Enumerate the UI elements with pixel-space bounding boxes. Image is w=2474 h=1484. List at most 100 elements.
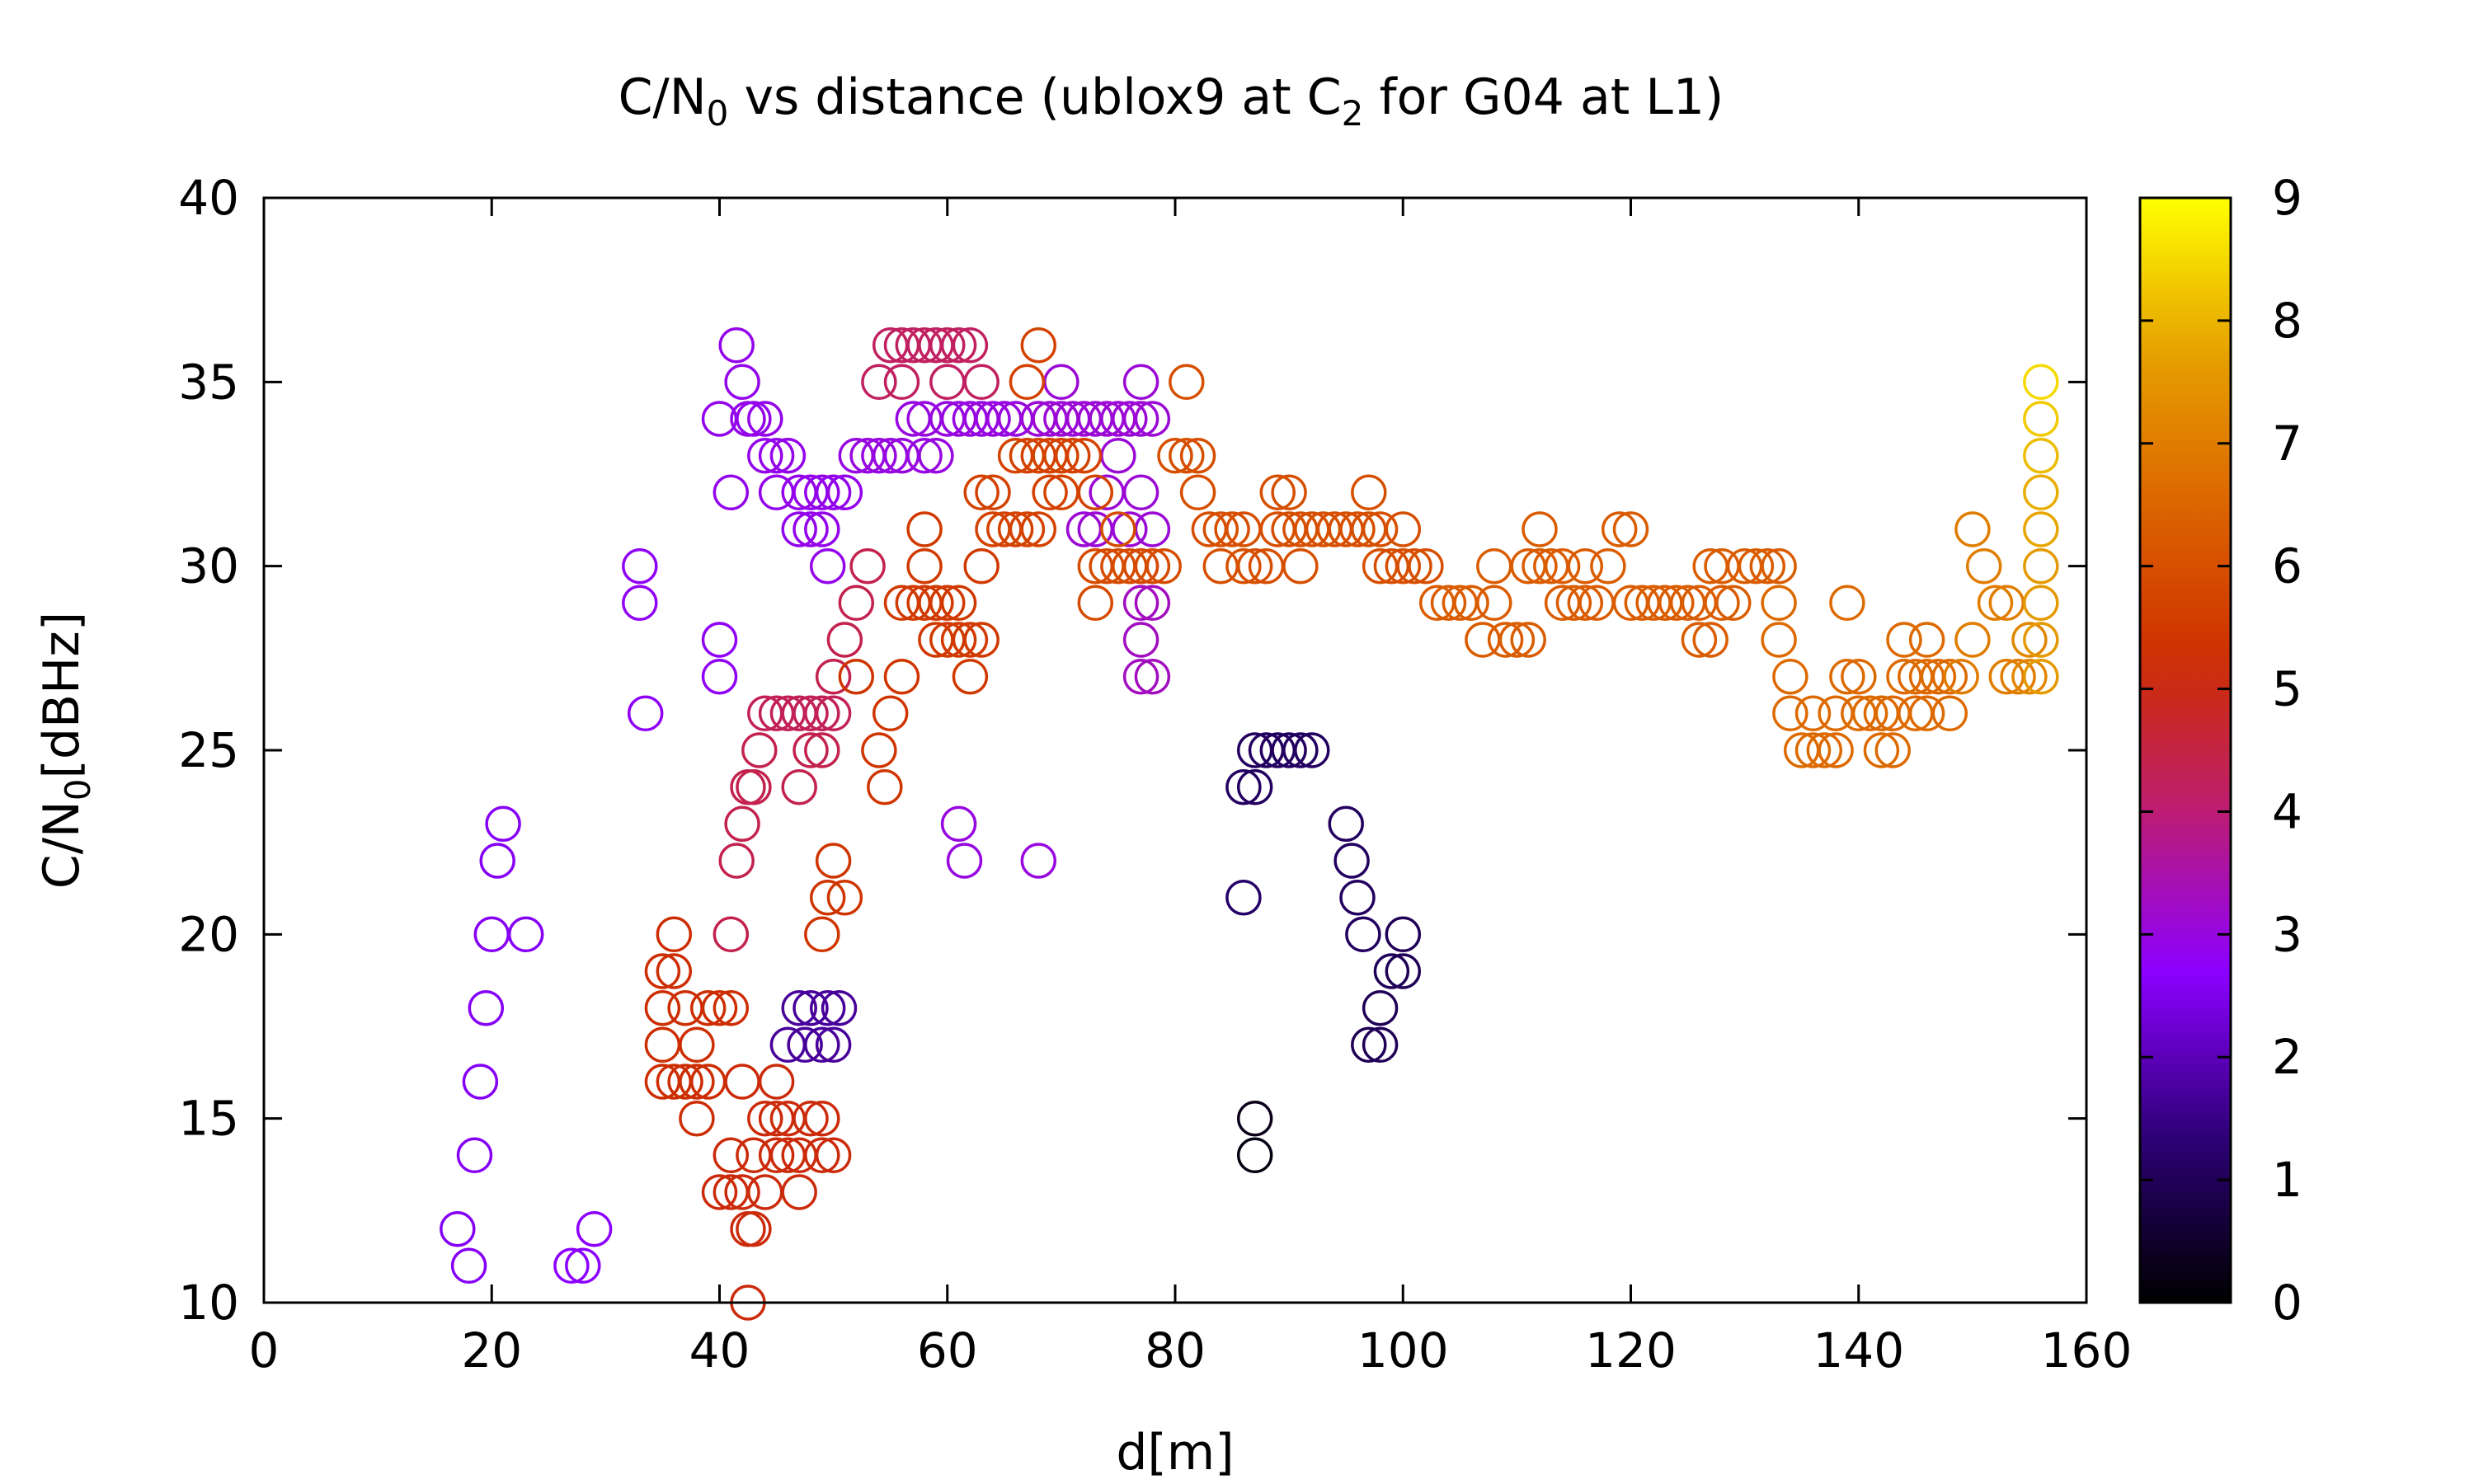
data-point [1761, 585, 1797, 622]
data-point [1294, 732, 1330, 768]
data-point [1794, 732, 1832, 768]
data-point [963, 622, 999, 658]
data-point [815, 474, 852, 511]
data-point [809, 547, 846, 585]
x-axis-label: d[m] [1116, 1424, 1234, 1482]
x-tick-label: 140 [1813, 1322, 1904, 1378]
data-point [627, 695, 664, 732]
data-point [656, 953, 693, 989]
data-point [1408, 547, 1444, 585]
data-point [1351, 474, 1387, 511]
data-point [1122, 364, 1159, 401]
data-point [929, 326, 966, 364]
data-point [718, 843, 755, 879]
data-point [718, 326, 755, 364]
data-point [701, 1174, 738, 1210]
data-point [918, 585, 954, 622]
data-point [2023, 622, 2059, 658]
data-point [736, 768, 772, 805]
data-point [1886, 622, 1922, 658]
data-point [1931, 695, 1968, 732]
data-point [997, 511, 1034, 547]
data-point [906, 511, 943, 547]
colorbar-tick-label: 4 [2272, 783, 2302, 839]
title-subscript: 0 [707, 93, 729, 134]
data-point [1043, 437, 1079, 474]
data-point [1032, 474, 1068, 511]
x-tick-label: 0 [249, 1322, 280, 1378]
data-point [838, 585, 875, 622]
data-point [1385, 547, 1422, 585]
y-axis-label: C/N0[dBHz] [33, 612, 98, 889]
data-point [872, 695, 909, 732]
colorbar-tick-label: 0 [2272, 1275, 2302, 1331]
data-point [1134, 511, 1171, 547]
data-point [1954, 622, 1991, 658]
data-point [758, 1137, 795, 1174]
data-point [906, 547, 943, 585]
data-point [1920, 658, 1957, 695]
data-point [2011, 658, 2048, 695]
data-point [1345, 916, 1381, 953]
data-point [1908, 622, 1945, 658]
y-tick-label: 30 [178, 538, 239, 594]
data-point [701, 989, 738, 1026]
x-tick-label: 120 [1585, 1322, 1677, 1378]
y-tick-label: 35 [178, 354, 239, 410]
x-tick-label: 40 [689, 1322, 750, 1378]
x-tick-label: 160 [2041, 1322, 2133, 1378]
data-point [565, 1247, 601, 1284]
data-point [1522, 547, 1558, 585]
data-point [1362, 511, 1399, 547]
data-point [1544, 547, 1581, 585]
data-point [781, 989, 817, 1026]
data-point [946, 843, 983, 879]
data-point [701, 658, 738, 695]
data-point [2023, 401, 2059, 437]
data-point [679, 1064, 715, 1100]
ylabel-part: [dBHz] [33, 612, 91, 779]
data-point [622, 547, 658, 585]
data-point [952, 658, 989, 695]
data-point [804, 732, 840, 768]
data-point [747, 1100, 783, 1137]
x-tick-label: 60 [917, 1322, 978, 1378]
data-point [1738, 547, 1775, 585]
data-point [1851, 695, 1888, 732]
data-point [440, 1210, 476, 1247]
data-point [576, 1210, 613, 1247]
data-point [815, 695, 852, 732]
ylabel-part: C/N [33, 801, 91, 889]
data-point [1271, 732, 1307, 768]
data-point [1225, 879, 1262, 916]
x-tick-label: 100 [1357, 1322, 1449, 1378]
data-point [644, 989, 681, 1026]
data-point [741, 732, 778, 768]
data-point [1134, 658, 1171, 695]
data-point [1100, 437, 1136, 474]
data-point [2000, 658, 2036, 695]
data-point [2023, 364, 2059, 401]
data-point [689, 989, 727, 1026]
data-point [1112, 511, 1148, 547]
data-point [1271, 474, 1307, 511]
data-point [975, 401, 1011, 437]
data-point [1236, 1100, 1273, 1137]
data-point [804, 474, 840, 511]
data-point [804, 1137, 840, 1174]
data-point [861, 732, 897, 768]
data-point [713, 474, 750, 511]
data-point [1362, 1026, 1399, 1064]
data-point [1122, 658, 1159, 695]
data-point [713, 916, 750, 953]
data-point [1385, 511, 1422, 547]
colorbar-scale [2138, 196, 2232, 1304]
data-point [2011, 622, 2048, 658]
data-point [793, 511, 829, 547]
x-tick-label: 80 [1145, 1322, 1206, 1378]
data-point [1396, 547, 1432, 585]
data-point [1020, 843, 1057, 879]
colorbar: 0 1 2 3 4 5 6 7 8 9 [2138, 170, 2302, 1331]
data-point [787, 1026, 823, 1064]
data-point [1908, 695, 1945, 732]
